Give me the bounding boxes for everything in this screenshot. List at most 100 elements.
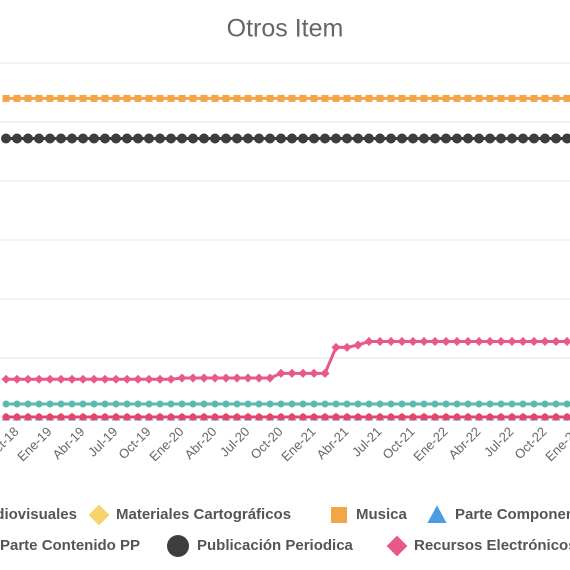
data-point xyxy=(463,133,473,144)
x-tick-label: Ene-20 xyxy=(146,424,186,464)
data-point xyxy=(541,400,549,408)
chart-title: Otros Item xyxy=(227,15,344,43)
data-point xyxy=(485,336,495,347)
data-point xyxy=(530,400,538,408)
data-point xyxy=(200,413,208,421)
x-tick-label: Jul-21 xyxy=(349,424,385,460)
data-point xyxy=(430,133,440,144)
data-point xyxy=(244,94,252,102)
data-point xyxy=(474,336,484,347)
data-point xyxy=(343,413,351,421)
data-point xyxy=(222,413,230,421)
data-point xyxy=(353,340,363,350)
data-point xyxy=(265,373,275,383)
data-point xyxy=(189,413,197,421)
data-point xyxy=(397,336,407,347)
data-point xyxy=(309,368,319,378)
data-point xyxy=(540,336,550,347)
x-tick-label: Ene-19 xyxy=(14,424,54,464)
data-point xyxy=(23,133,33,144)
x-tick-label: Jul-20 xyxy=(217,424,253,460)
data-point xyxy=(409,413,417,421)
legend-label: Parte Contenido PP xyxy=(0,537,140,554)
data-point xyxy=(166,374,176,384)
data-point xyxy=(475,413,483,421)
data-point xyxy=(89,133,99,144)
data-point xyxy=(189,400,197,408)
data-point xyxy=(552,400,560,408)
legend-label: Audiovisuales xyxy=(0,506,77,523)
x-tick-label: Abr-20 xyxy=(181,424,219,462)
data-point xyxy=(486,413,494,421)
data-point xyxy=(101,400,109,408)
data-point xyxy=(331,342,341,352)
data-point xyxy=(331,133,341,144)
data-point xyxy=(122,133,132,144)
data-point xyxy=(189,94,197,102)
data-point xyxy=(243,373,253,383)
legend-label: Parte Componente xyxy=(455,506,570,523)
data-point xyxy=(409,94,417,102)
data-point xyxy=(497,400,505,408)
data-point xyxy=(90,400,98,408)
data-point xyxy=(497,94,505,102)
data-point xyxy=(24,413,32,421)
data-point xyxy=(57,400,65,408)
data-point xyxy=(13,413,21,421)
data-point xyxy=(112,94,120,102)
legend-label: Materiales Cartográficos xyxy=(116,506,291,523)
data-point xyxy=(111,374,121,384)
data-point xyxy=(419,133,429,144)
data-point xyxy=(320,133,330,144)
data-point xyxy=(332,400,340,408)
data-point xyxy=(34,374,44,384)
data-point xyxy=(288,94,296,102)
data-point xyxy=(288,413,296,421)
data-point xyxy=(287,368,297,378)
x-tick-label: Jul-19 xyxy=(85,424,121,460)
data-point xyxy=(2,413,10,421)
data-point xyxy=(1,133,11,144)
data-point xyxy=(530,413,538,421)
data-point xyxy=(441,133,451,144)
x-tick-label: Abr-22 xyxy=(445,424,483,462)
data-point xyxy=(12,133,22,144)
data-point xyxy=(68,94,76,102)
data-point xyxy=(298,133,308,144)
data-point xyxy=(310,94,318,102)
data-point xyxy=(530,94,538,102)
data-point xyxy=(221,373,231,383)
data-point xyxy=(551,336,561,347)
data-point xyxy=(178,413,186,421)
data-point xyxy=(310,413,318,421)
data-point xyxy=(145,94,153,102)
data-point xyxy=(420,94,428,102)
x-tick-label: Ene-22 xyxy=(410,424,450,464)
data-point xyxy=(35,94,43,102)
data-point xyxy=(353,133,363,144)
data-point xyxy=(375,336,385,347)
x-tick-label: Abr-19 xyxy=(49,424,87,462)
legend-marker xyxy=(427,505,447,523)
data-point xyxy=(474,133,484,144)
data-point xyxy=(177,133,187,144)
data-point xyxy=(276,133,286,144)
data-point xyxy=(233,400,241,408)
data-point xyxy=(562,133,570,144)
data-point xyxy=(518,133,528,144)
data-point xyxy=(441,336,451,347)
data-point xyxy=(398,94,406,102)
data-point xyxy=(232,133,242,144)
data-point xyxy=(68,400,76,408)
data-point xyxy=(354,400,362,408)
data-point xyxy=(299,400,307,408)
data-point xyxy=(277,400,285,408)
data-point xyxy=(233,413,241,421)
data-point xyxy=(156,94,164,102)
data-point xyxy=(332,94,340,102)
legend-label: Musica xyxy=(356,506,408,523)
data-point xyxy=(540,133,550,144)
data-point xyxy=(46,400,54,408)
data-point xyxy=(376,400,384,408)
